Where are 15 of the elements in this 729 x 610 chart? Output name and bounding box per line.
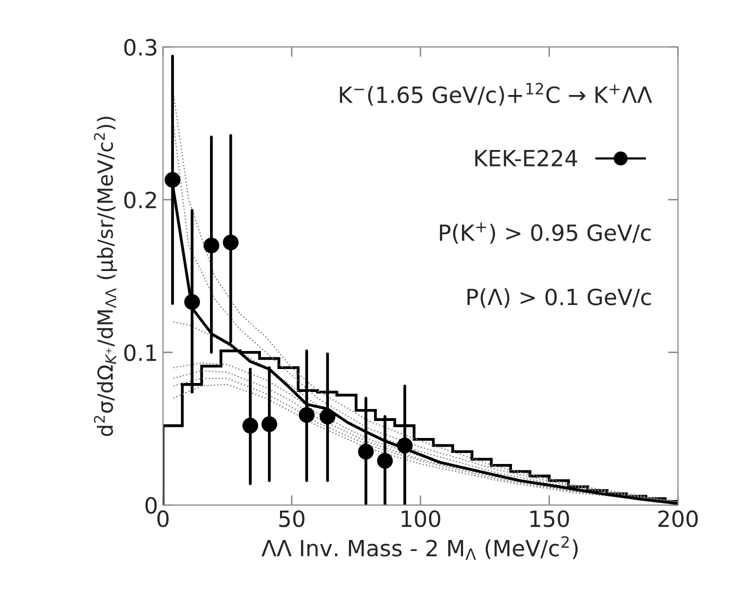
y-tick-label: 0.2 bbox=[124, 192, 156, 208]
y-tick-label: 0.1 bbox=[124, 344, 156, 362]
x-tick-label: 50 bbox=[279, 510, 304, 528]
x-tick-label: 0 bbox=[157, 510, 169, 528]
x-tick-label: 100 bbox=[402, 510, 440, 528]
y-tick-label: 0.3 bbox=[124, 38, 156, 56]
annotation: P(K$^{+}$) > 0.95 GeV/c bbox=[440, 222, 651, 244]
x-tick-label: 150 bbox=[530, 510, 569, 528]
x-axis-title: ΛΛ Inv. Mass - 2 M$_{Λ}$ (MeV/c$^{2}$) bbox=[262, 536, 578, 560]
x-tick-label: 200 bbox=[658, 510, 698, 528]
legend-label: KEK-E224 bbox=[475, 150, 578, 166]
annotation: P(Λ) > 0.1 GeV/c bbox=[468, 288, 651, 308]
annotation: K$^{−}$(1.65 GeV/c)+$^{12}$C → K$^{+}$ΛΛ bbox=[340, 82, 652, 106]
y-tick-label: 0 bbox=[145, 497, 157, 514]
text: d$^{2}$σ/dΩ$_{K⁺}$/dM$_{ΛΛ}$ (μb/sr/(MeV/c$^{2}$)) bbox=[94, 116, 118, 436]
